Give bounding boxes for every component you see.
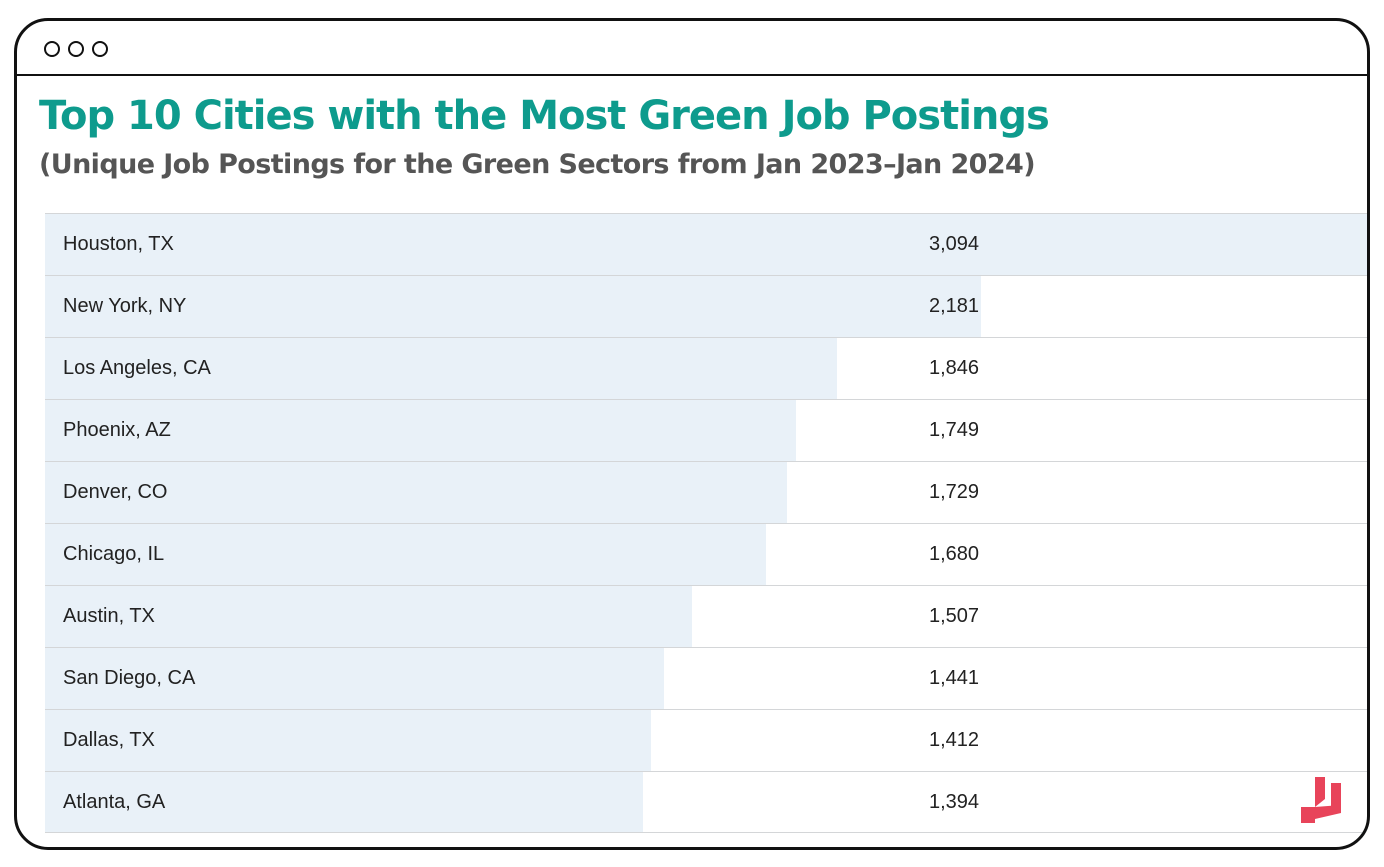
category-label: Phoenix, AZ: [63, 419, 171, 441]
category-label: Atlanta, GA: [63, 791, 166, 813]
category-label: New York, NY: [63, 295, 187, 317]
bar: [45, 648, 664, 709]
value-label: 1,846: [929, 357, 980, 379]
category-label: Los Angeles, CA: [63, 357, 211, 379]
table-row: Dallas, TX 1,412: [45, 709, 1367, 771]
bar: [45, 772, 644, 832]
value-label: 2,181: [929, 295, 980, 317]
value-label: 1,507: [929, 605, 980, 627]
chart-subtitle: (Unique Job Postings for the Green Secto…: [39, 149, 1036, 180]
bar: [45, 586, 692, 647]
value-label: 1,412: [929, 729, 980, 751]
table-row: Denver, CO 1,729: [45, 461, 1367, 523]
window-control-circle-icon[interactable]: [44, 41, 60, 57]
value-label: 1,749: [929, 419, 980, 441]
chart-title: Top 10 Cities with the Most Green Job Po…: [39, 93, 1050, 139]
table-row: San Diego, CA 1,441: [45, 647, 1367, 709]
table-row: Los Angeles, CA 1,846: [45, 337, 1367, 399]
value-label: 1,394: [929, 791, 980, 813]
bar-table: Houston, TX 3,094 New York, NY 2,181 Los Ang…: [45, 213, 1367, 833]
chart-window: Top 10 Cities with the Most Green Job Po…: [14, 18, 1370, 850]
table-row: Houston, TX 3,094: [45, 213, 1367, 275]
bar: [45, 462, 788, 523]
category-label: San Diego, CA: [63, 667, 196, 689]
category-label: Houston, TX: [63, 233, 174, 255]
table-row: Chicago, IL 1,680: [45, 523, 1367, 585]
category-label: Denver, CO: [63, 481, 168, 503]
category-label: Chicago, IL: [63, 543, 165, 565]
bar: [45, 276, 982, 337]
window-control-circle-icon[interactable]: [68, 41, 84, 57]
table-row: Atlanta, GA 1,394: [45, 771, 1367, 833]
bar: [45, 338, 838, 399]
value-label: 3,094: [929, 233, 980, 255]
table-row: New York, NY 2,181: [45, 275, 1367, 337]
window-control-circle-icon[interactable]: [92, 41, 108, 57]
bar: [45, 400, 796, 461]
table-row: Phoenix, AZ 1,749: [45, 399, 1367, 461]
value-label: 1,680: [929, 543, 980, 565]
bar: [45, 710, 652, 771]
category-label: Austin, TX: [63, 605, 155, 627]
category-label: Dallas, TX: [63, 729, 155, 751]
value-label: 1,441: [929, 667, 980, 689]
bar: [45, 214, 1367, 275]
brand-logo-icon: [1301, 777, 1341, 823]
window-titlebar: [17, 21, 1367, 76]
bar: [45, 524, 767, 585]
table-row: Austin, TX 1,507: [45, 585, 1367, 647]
value-label: 1,729: [929, 481, 980, 503]
